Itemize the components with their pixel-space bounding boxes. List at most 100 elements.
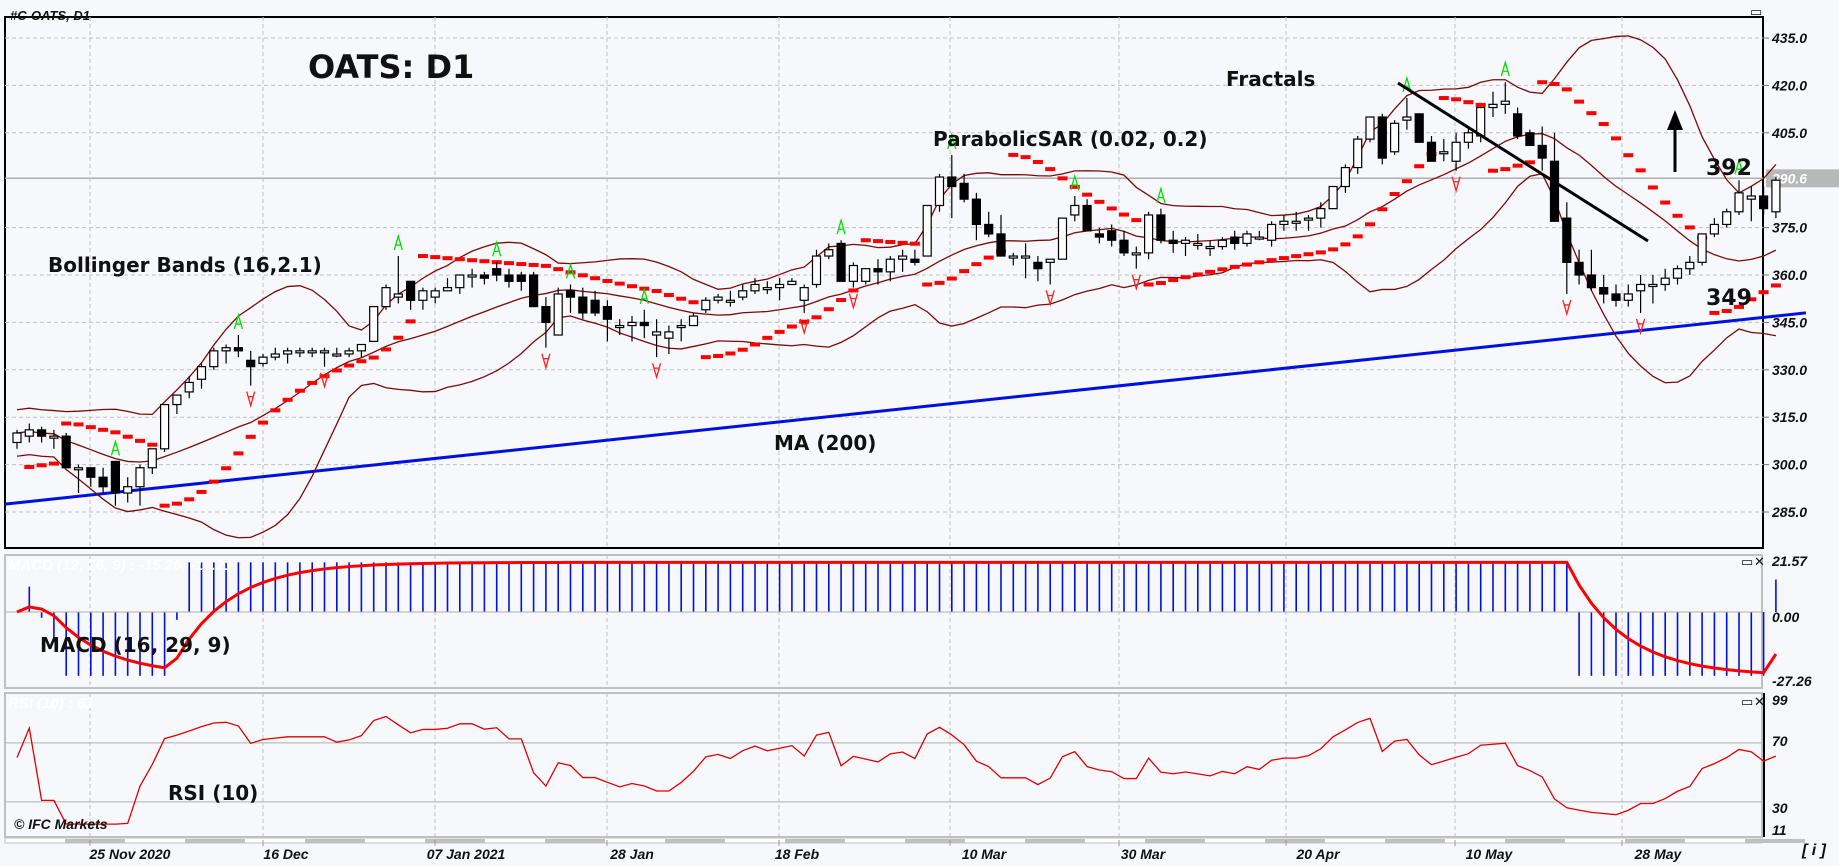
info-button[interactable]: [ i ] [1802,842,1826,859]
candle [1426,141,1437,162]
fractal-down-icon [651,362,662,380]
candle [1771,179,1781,213]
candle [1365,116,1375,140]
rsi-tick-label: 70 [1772,733,1788,749]
rsi-tick-label: 99 [1772,692,1788,708]
candle [1758,195,1769,210]
candle [467,274,477,278]
date-tick-label: 28 Jan [609,846,654,862]
fractal-down-icon [541,353,551,371]
candle [1537,144,1547,159]
candle [651,331,662,336]
candle [123,486,133,494]
fractal-up-icon [836,217,846,235]
rsi-panel-maximize-icon[interactable]: ▭ [1741,694,1754,709]
candle [455,274,465,289]
candle [1672,268,1683,279]
candle [787,280,797,286]
candle [418,290,428,301]
price-tick-label: 285.0 [1771,504,1807,520]
fractals [110,59,1744,456]
candle [528,274,539,308]
macd-tick-label: -27.26 [1772,673,1812,689]
candle [1660,277,1670,286]
candle [996,233,1006,257]
candle [295,350,305,354]
fractal-down-icon [1045,290,1055,307]
date-tick-label: 07 Jan 2021 [427,846,506,862]
date-tick-label: 20 Apr [1295,846,1341,862]
date-tick-label: 18 Feb [775,846,820,862]
downtrend-line [1397,81,1649,243]
candle [1094,233,1105,238]
candle [12,432,22,444]
candle [110,460,121,494]
candle [147,448,157,469]
macd-tick-label: 0.00 [1772,609,1799,625]
candle [1070,204,1080,216]
candle [172,394,182,406]
candle [799,287,809,301]
candle [1623,293,1633,301]
candle [246,359,256,368]
fractal-down-icon [246,391,256,408]
date-tick-label: 28 May [1634,846,1683,862]
symbol-label: #C-OATS, D1 [10,8,90,23]
candle [774,283,785,289]
main-panel-maximize-icon[interactable]: ▭ [1750,4,1763,19]
rsi-panel-close-icon[interactable]: ✕ [1754,694,1765,709]
candle [319,350,330,354]
parabolic-sar [24,80,1781,508]
candle [479,274,489,279]
candle [1057,217,1068,260]
macd-panel-close-icon[interactable]: ✕ [1754,554,1765,569]
candle [947,176,957,188]
candle [615,324,625,329]
candle [184,381,194,393]
candle [1402,116,1412,121]
candle [135,467,145,488]
candle [1254,236,1264,240]
candle [701,299,711,311]
candle [1279,220,1289,226]
rsi-tick-label: 11 [1772,822,1787,838]
copyright-label: © IFC Markets [14,816,108,832]
candle [1328,185,1338,210]
macd-tick-label: 21.57 [1771,553,1808,569]
candle [1685,261,1695,270]
candle [1082,204,1092,232]
candle [196,366,207,380]
candle [1230,236,1240,245]
ma200-label: MA (200) [774,431,876,455]
price-tick-label: 330.0 [1772,362,1807,378]
candle [811,255,822,286]
candle [160,403,170,450]
candle [1266,223,1277,241]
candle [1180,239,1191,245]
price-tick-label: 315.0 [1772,409,1807,425]
candle [1242,233,1252,244]
date-tick-label: 10 May [1466,846,1514,862]
macd-header: MACD (12, 26, 9) : -15.26, -16.21 [8,557,232,574]
fractal-down-icon [1131,274,1141,292]
date-tick-label: 16 Dec [263,846,308,862]
candle [356,343,366,352]
candle [221,347,231,352]
candle [1512,113,1523,137]
candle [1586,274,1597,289]
candle [762,287,772,291]
candle [430,290,440,298]
candle [61,435,71,469]
fractal-up-icon [565,262,576,279]
candle [1476,106,1486,137]
candle [639,321,649,327]
candle [1611,293,1621,301]
candle [885,258,895,273]
candle [553,293,563,336]
candle [209,350,219,368]
fractal-down-icon [319,372,330,390]
candle [73,467,84,471]
macd-panel-maximize-icon[interactable]: ▭ [1741,554,1754,569]
time-scrollbar[interactable] [4,837,1805,844]
